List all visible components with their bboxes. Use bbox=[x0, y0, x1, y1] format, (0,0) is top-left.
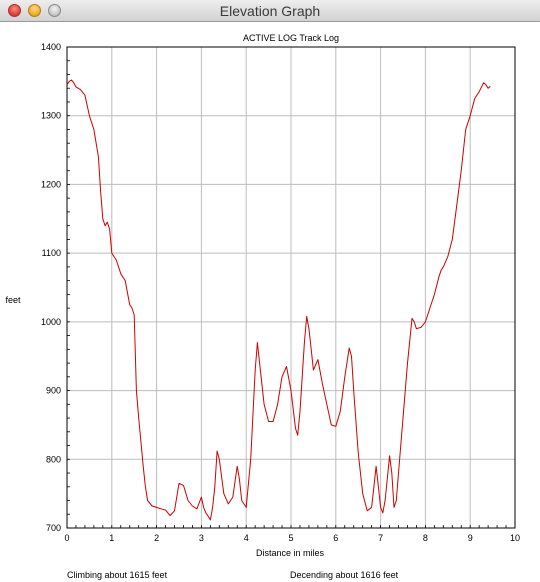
x-tick-label: 4 bbox=[244, 533, 249, 543]
y-tick-label: 1000 bbox=[41, 317, 61, 327]
x-tick-label: 2 bbox=[154, 533, 159, 543]
y-tick-label: 1300 bbox=[41, 111, 61, 121]
descending-summary: Decending about 1616 feet bbox=[290, 570, 399, 580]
y-axis-label: feet bbox=[5, 295, 21, 305]
x-tick-label: 6 bbox=[333, 533, 338, 543]
x-tick-label: 9 bbox=[468, 533, 473, 543]
x-tick-label: 0 bbox=[64, 533, 69, 543]
grid bbox=[66, 46, 516, 529]
zoom-window-button[interactable] bbox=[48, 4, 61, 17]
x-tick-label: 10 bbox=[510, 533, 520, 543]
x-tick-label: 3 bbox=[199, 533, 204, 543]
y-tick-label: 700 bbox=[46, 523, 61, 533]
axis-ticks: 0 1 2 3 4 5 6 7 8 9 10 700 800 900 1000 1100 1200 1300 140… bbox=[41, 42, 520, 543]
y-tick-label: 800 bbox=[46, 454, 61, 464]
climbing-summary: Climbing about 1615 feet bbox=[67, 570, 168, 580]
series-layer bbox=[66, 79, 491, 521]
x-tick-label: 5 bbox=[288, 533, 293, 543]
y-tick-label: 900 bbox=[46, 386, 61, 396]
window-title: Elevation Graph bbox=[219, 3, 321, 19]
elevation-series-line bbox=[66, 79, 491, 521]
close-window-button[interactable] bbox=[8, 4, 21, 17]
x-axis-label: Distance in miles bbox=[256, 548, 325, 558]
y-tick-label: 1100 bbox=[42, 248, 61, 258]
y-tick-label: 1200 bbox=[41, 179, 61, 189]
x-tick-label: 7 bbox=[378, 533, 383, 543]
x-tick-label: 8 bbox=[423, 533, 428, 543]
minimize-window-button[interactable] bbox=[28, 4, 41, 17]
window-titlebar: Elevation Graph bbox=[0, 0, 540, 22]
plot-area-border bbox=[66, 46, 516, 529]
x-tick-label: 1 bbox=[109, 533, 114, 543]
y-tick-label: 1400 bbox=[41, 42, 61, 52]
chart-title: ACTIVE LOG Track Log bbox=[243, 33, 339, 43]
